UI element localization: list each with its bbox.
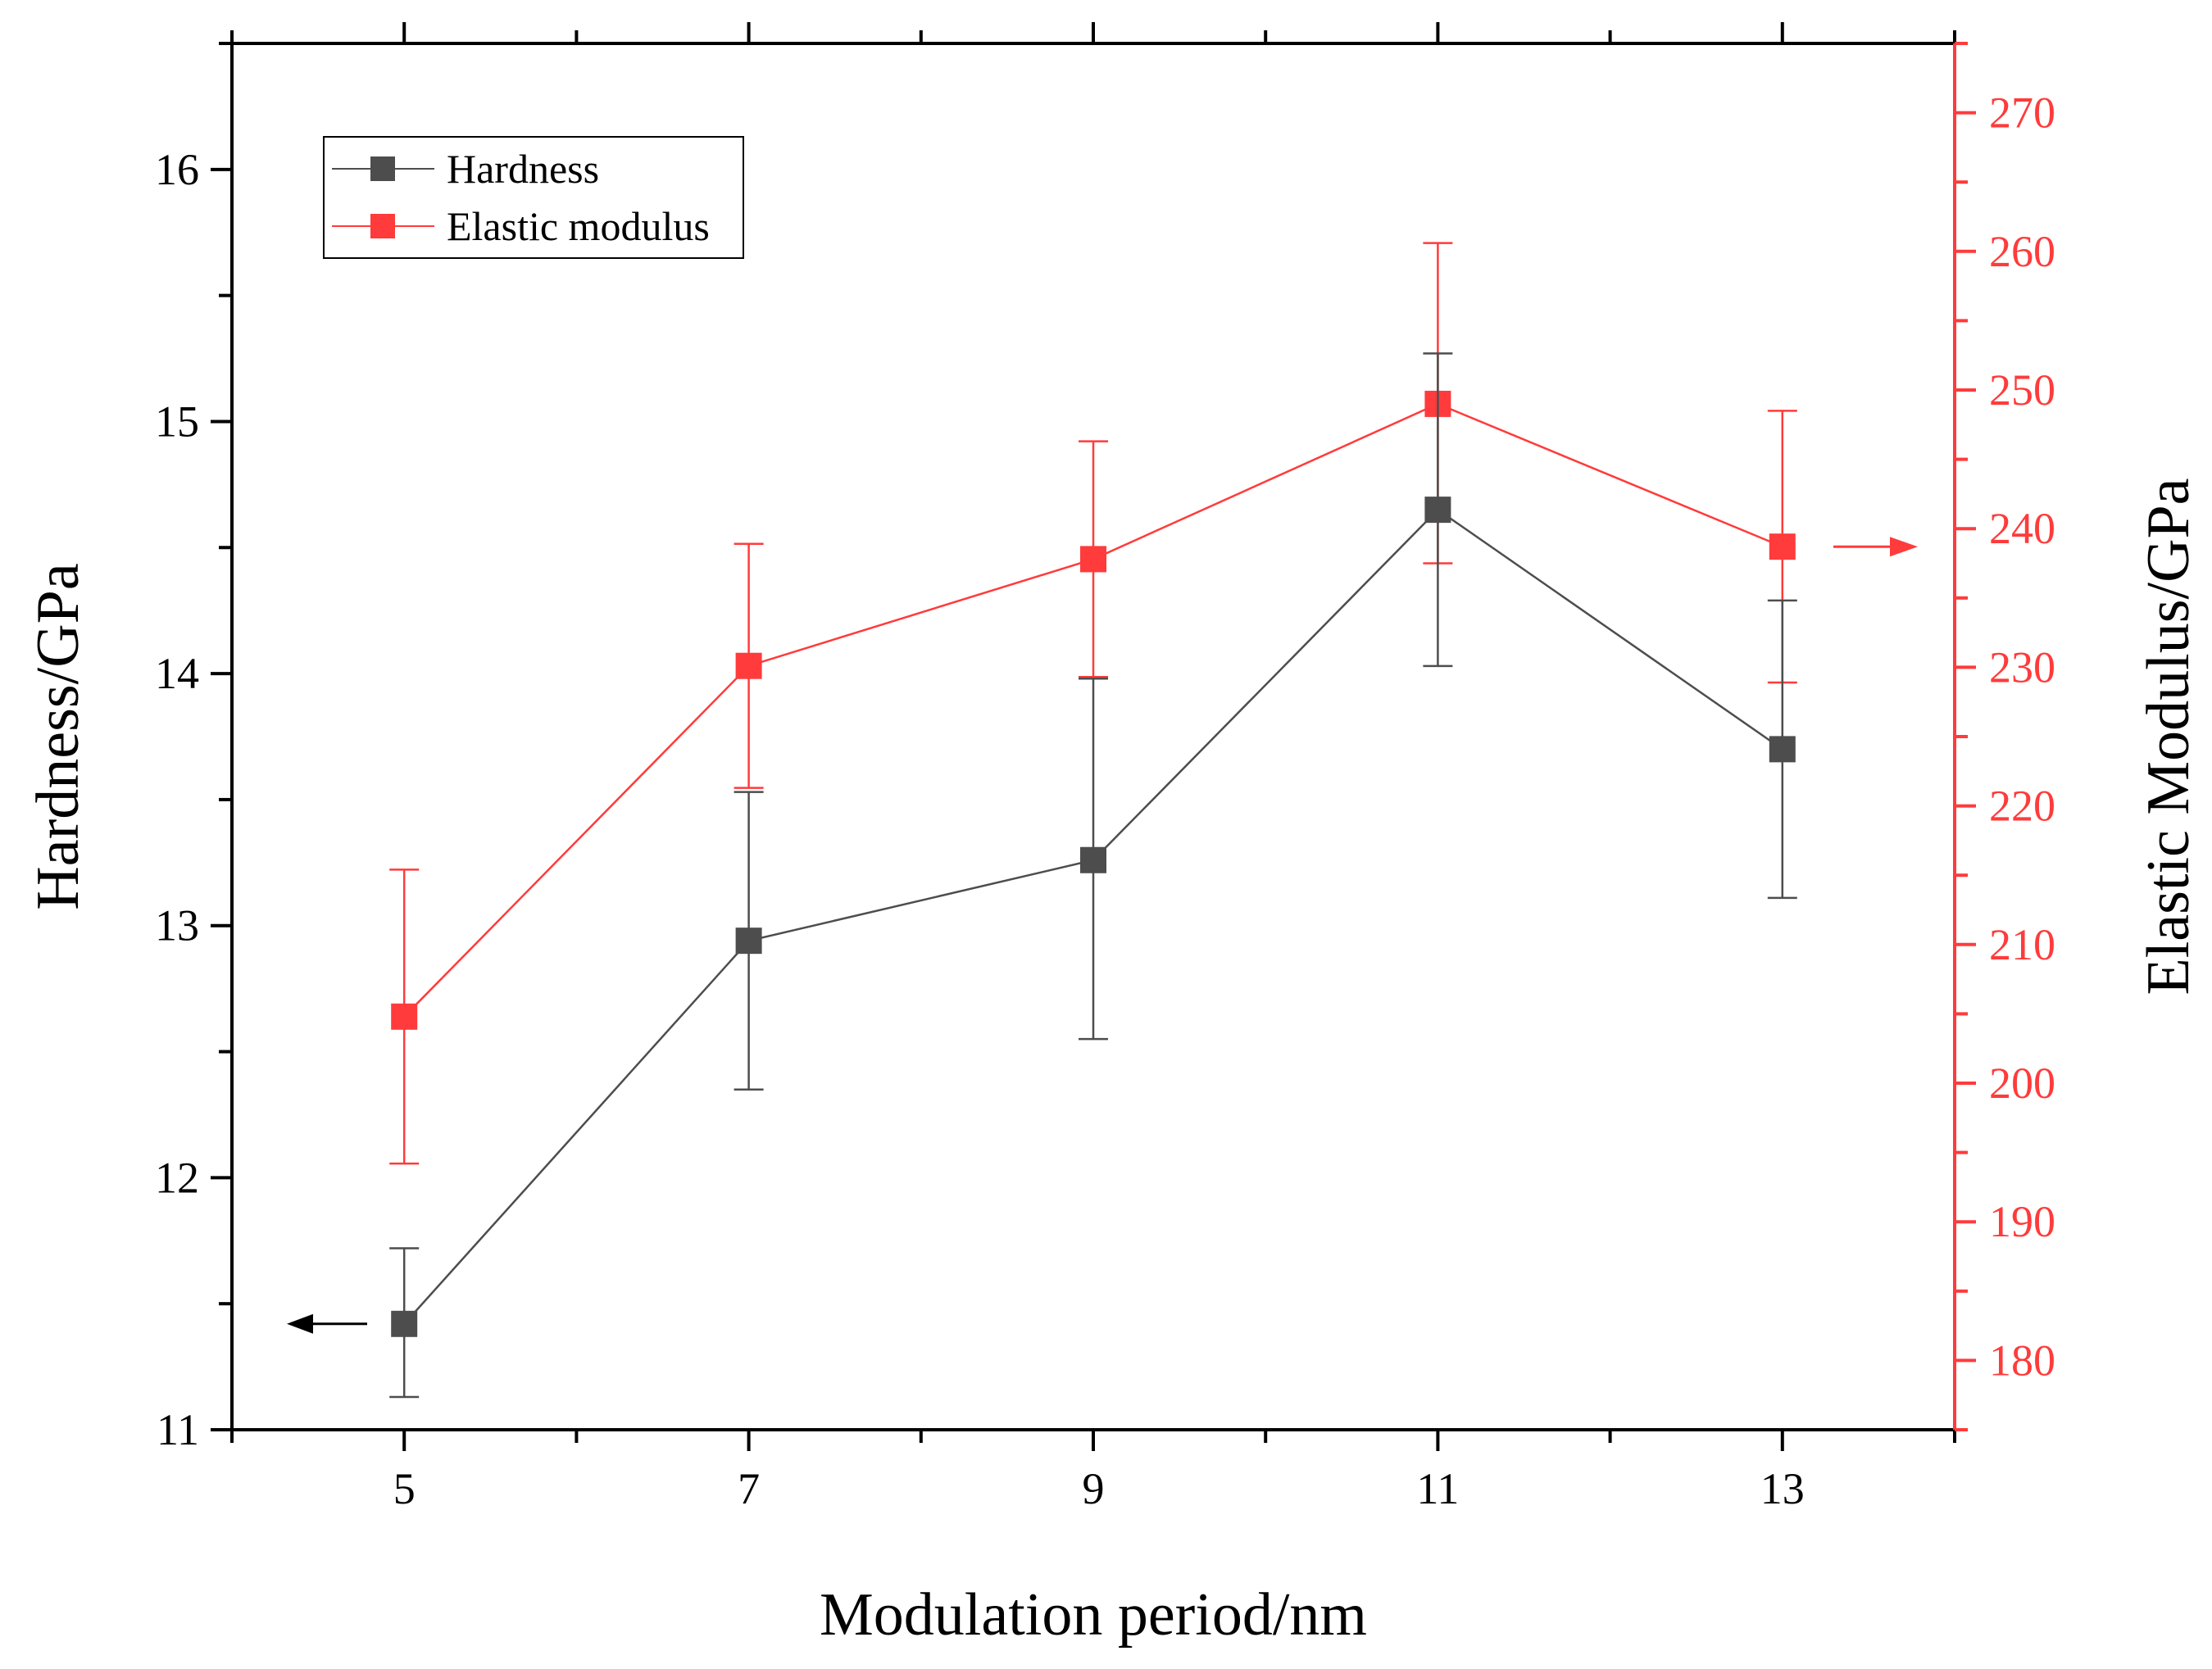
data-point-elastic-modulus — [735, 652, 762, 679]
x-axis-title: Modulation period/nm — [820, 1581, 1367, 1649]
left-y-tick-label: 14 — [155, 649, 199, 698]
modulus-axis-arrow-head — [1890, 537, 1918, 557]
right-y-tick-label: 250 — [1989, 365, 2055, 415]
right-y-tick-label: 260 — [1989, 227, 2055, 276]
right-y-tick-label: 240 — [1989, 504, 2055, 553]
x-tick-label: 13 — [1760, 1464, 1805, 1513]
left-y-tick-label: 13 — [155, 901, 199, 950]
data-point-hardness — [1424, 497, 1451, 524]
data-point-elastic-modulus — [1080, 546, 1106, 573]
right-y-tick-label: 180 — [1989, 1336, 2055, 1385]
axis-indicator-arrows — [287, 537, 1918, 1334]
x-tick-label: 9 — [1083, 1464, 1105, 1513]
right-y-tick-label: 230 — [1989, 642, 2055, 692]
right-y-tick-label: 220 — [1989, 782, 2055, 831]
left-y-tick-label: 12 — [155, 1153, 199, 1202]
left-y-axis-title: Hardness/GPa — [25, 563, 92, 909]
right-y-tick-label: 210 — [1989, 920, 2055, 969]
data-point-hardness — [391, 1310, 418, 1337]
legend-marker-hardness — [370, 156, 395, 181]
right-y-axis-title: Elastic Modulus/GPa — [2135, 478, 2202, 995]
data-point-hardness — [735, 927, 762, 955]
data-point-hardness — [1769, 736, 1796, 763]
data-point-hardness — [1080, 846, 1106, 873]
ticks-layer: 5 7 9 11 13 11 12 13 14 15 16 180 190 200 210 220 230 240… — [155, 22, 2055, 1513]
right-y-tick-label: 200 — [1989, 1059, 2055, 1108]
hardness-axis-arrow-head — [287, 1313, 313, 1334]
legend-marker-elastic-modulus — [370, 214, 395, 238]
left-y-tick-label: 11 — [157, 1405, 199, 1454]
right-y-tick-label: 190 — [1989, 1197, 2055, 1246]
legend: Hardness Elastic modulus — [323, 136, 744, 259]
data-point-elastic-modulus — [391, 1003, 418, 1030]
x-tick-label: 11 — [1416, 1464, 1459, 1513]
data-point-elastic-modulus — [1769, 533, 1796, 560]
series-layer — [389, 242, 1797, 1399]
legend-label-elastic-modulus: Elastic modulus — [447, 203, 710, 249]
left-y-tick-label: 15 — [155, 397, 199, 446]
right-y-tick-label: 270 — [1989, 88, 2055, 138]
x-tick-label: 7 — [738, 1464, 760, 1513]
axis-titles: Modulation period/nm Hardness/GPa Elasti… — [25, 478, 2202, 1649]
x-tick-label: 5 — [393, 1464, 416, 1513]
series-hardness — [389, 352, 1797, 1399]
legend-label-hardness: Hardness — [447, 146, 599, 192]
left-y-tick-label: 16 — [155, 145, 199, 194]
